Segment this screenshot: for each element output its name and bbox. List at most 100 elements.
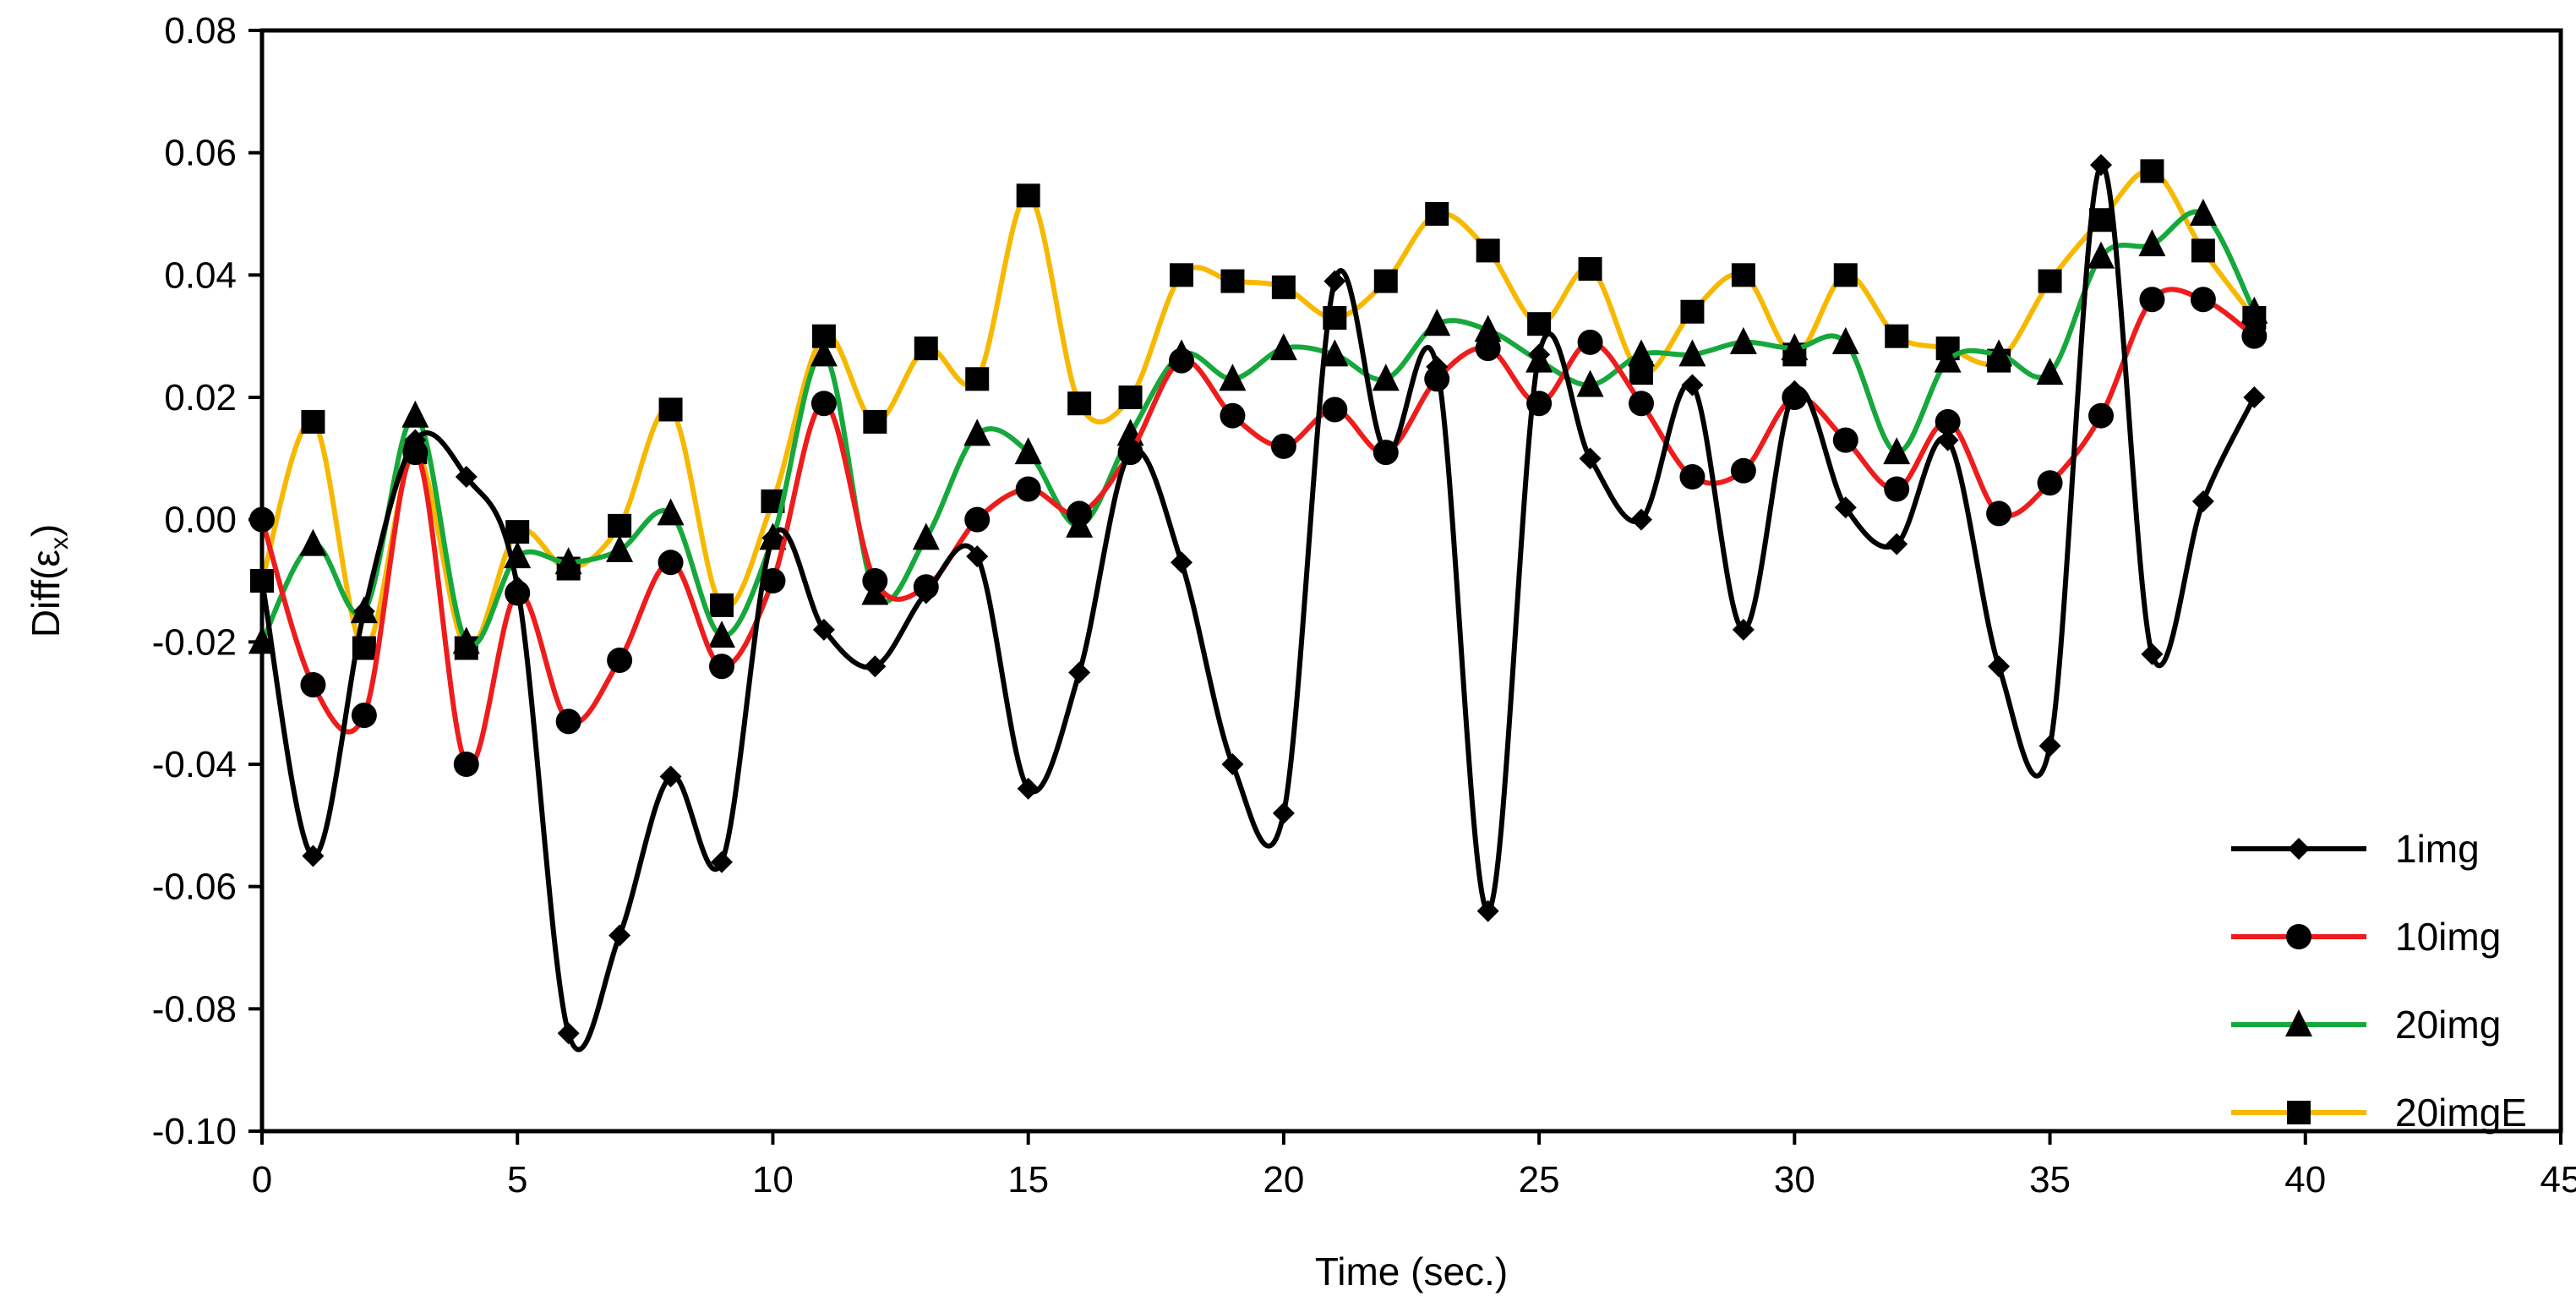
data-point-1img (1426, 355, 1449, 378)
data-point-20img (2240, 296, 2268, 324)
data-point-20img (401, 400, 429, 428)
y-axis-title-main: Diff(ε (24, 550, 68, 637)
data-point-1img (2038, 735, 2061, 757)
plot-area-frame (259, 28, 2563, 1134)
legend-label: 10img (2395, 915, 2501, 959)
data-point-10img (1015, 476, 1041, 502)
data-point-1img (404, 429, 427, 451)
x-tick-label: 0 (252, 1159, 272, 1200)
data-point-20imgE (1170, 263, 1193, 287)
data-point-10img (1169, 347, 1194, 374)
data-point-20img (1576, 369, 1604, 397)
data-point-1img (352, 600, 375, 623)
data-point-1img (1017, 777, 1040, 800)
y-axis-title-subscript: x (46, 537, 74, 550)
data-point-1img (1221, 753, 1244, 775)
data-point-20img (452, 626, 480, 654)
y-tick-label: 0.00 (164, 500, 237, 541)
data-point-10img (555, 708, 581, 735)
y-tick-label: -0.08 (152, 988, 237, 1030)
axis-layer: 0 5 10 15 20 25 30 35 40 45 -0.10 -0.08 -0.06 -0.04 -0… (152, 10, 2576, 1200)
data-point-20img (1628, 339, 1655, 367)
data-point-20imgE (1118, 386, 1143, 409)
data-point-1img (914, 582, 937, 604)
data-point-20img (1014, 437, 1042, 465)
data-point-10img (709, 654, 734, 680)
legend: 1img 10img 20img 20imgE (2231, 827, 2527, 1135)
data-point-10img (1884, 476, 1910, 502)
data-point-20img (1372, 364, 1400, 391)
y-axis-title: Diff(εx) (24, 524, 74, 637)
data-point-20img (1474, 314, 1502, 342)
data-point-1img (1936, 429, 1959, 451)
data-point-20imgE (1680, 299, 1705, 324)
x-tick-label: 5 (507, 1159, 527, 1200)
data-point-20imgE (914, 336, 938, 361)
data-point-10img (2139, 287, 2165, 313)
data-point-20img (2088, 241, 2115, 269)
data-point-10img (1679, 464, 1706, 490)
data-point-20imgE (2140, 159, 2164, 183)
data-point-20imgE (1220, 269, 1245, 293)
data-point-10img (1220, 402, 1246, 429)
data-point-20imgE (301, 409, 325, 434)
data-point-10img (1270, 433, 1296, 459)
data-point-10img (862, 568, 888, 593)
data-point-1img (1886, 533, 1908, 555)
data-point-20img (554, 547, 582, 575)
data-point-1img (1171, 551, 1192, 574)
data-point-20imgE (1833, 263, 1858, 287)
data-point-20imgE (965, 367, 990, 391)
data-point-10img (1577, 329, 1603, 355)
x-tick-label: 35 (2029, 1159, 2071, 1200)
data-point-20imgE (1476, 238, 1500, 263)
data-point-1img (1630, 508, 1652, 531)
data-point-10img (1730, 457, 1756, 484)
series-10img (249, 287, 2268, 777)
data-point-10img (1475, 336, 1501, 362)
y-tick-label: -0.10 (152, 1111, 237, 1152)
data-point-10img (1629, 391, 1654, 417)
data-point-1img (1681, 374, 1704, 396)
y-axis-title-close: ) (24, 524, 68, 537)
data-point-10img (607, 648, 633, 674)
data-point-1img (1988, 655, 2011, 678)
data-point-20img (1321, 339, 1349, 367)
legend-item-10img: 10img (2231, 915, 2501, 959)
data-point-20img (299, 528, 327, 556)
data-point-20img (708, 621, 735, 648)
data-point-10img (2190, 287, 2216, 313)
data-point-20img (657, 498, 685, 526)
legend-label: 1img (2395, 827, 2480, 871)
data-point-1img (2191, 489, 2214, 512)
data-point-1img (2243, 386, 2266, 408)
legend-item-20img: 20img (2231, 1003, 2501, 1047)
y-tick-label: 0.04 (164, 254, 237, 296)
data-point-20img (1781, 333, 1809, 361)
data-point-1img (1528, 343, 1551, 366)
data-point-20imgE (710, 593, 734, 617)
data-point-20img (1219, 364, 1247, 391)
data-point-1img (1783, 380, 1806, 402)
data-point-20img (2138, 229, 2166, 257)
data-point-20imgE (505, 520, 530, 544)
data-point-10img (1986, 500, 2012, 527)
data-point-20img (1831, 326, 1859, 354)
data-point-10img (1935, 408, 1961, 435)
data-point-20imgE (1016, 183, 1040, 208)
x-tick-label: 40 (2284, 1159, 2326, 1200)
data-point-1img (1732, 618, 1755, 641)
series-layer (248, 154, 2268, 1053)
legend-marker-square (2287, 1101, 2311, 1124)
data-point-20img (2189, 199, 2217, 226)
data-point-1img (506, 576, 529, 599)
legend-marker-circle (2286, 924, 2311, 949)
data-point-1img (1272, 801, 1295, 824)
legend-marker-diamond (2288, 838, 2310, 860)
data-point-20imgE (1731, 263, 1755, 287)
data-point-1img (711, 850, 733, 873)
data-point-1img (2090, 154, 2112, 177)
data-point-1img (1476, 900, 1499, 922)
x-tick-label: 20 (1263, 1159, 1304, 1200)
